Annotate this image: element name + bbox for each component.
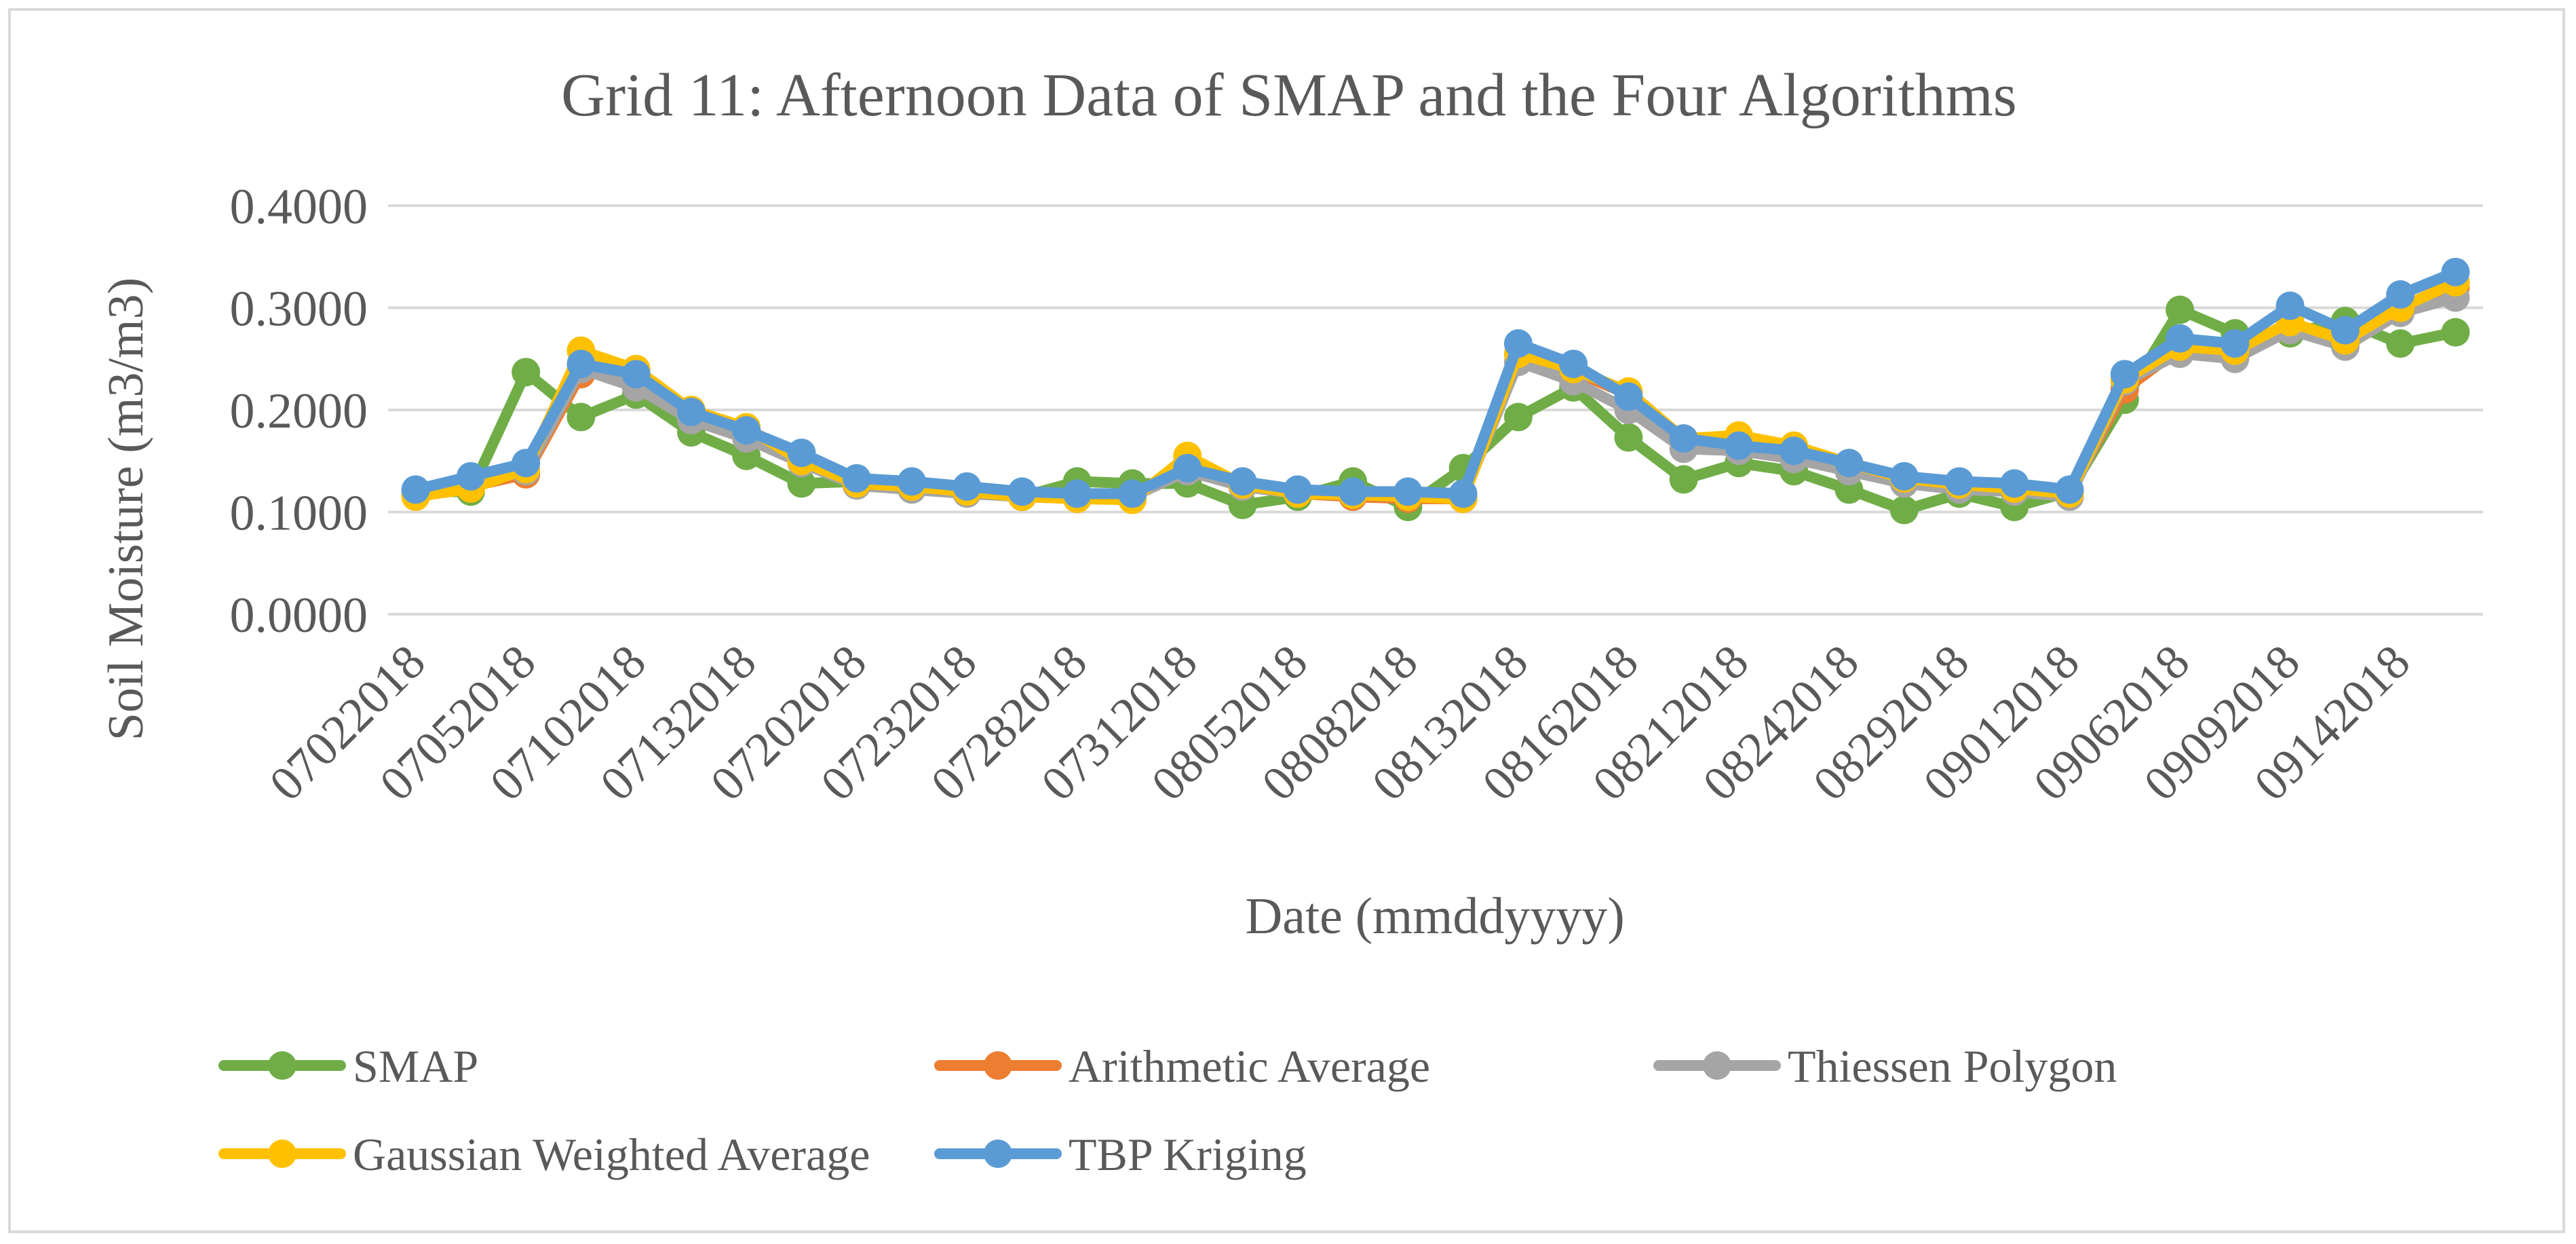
data-point-tbp-kriging <box>456 461 485 491</box>
series-thiessen-polygon <box>401 283 2470 511</box>
x-axis-ticks: 0702201807052018071020180713201807202018… <box>259 635 2421 811</box>
data-point-tbp-kriging <box>1062 479 1092 508</box>
data-point-tbp-kriging <box>2221 329 2250 358</box>
data-point-tbp-kriging <box>1393 477 1423 506</box>
data-point-tbp-kriging <box>566 350 596 379</box>
series-group <box>401 257 2470 525</box>
data-point-tbp-kriging <box>1118 479 1147 508</box>
legend-item-gaussian-weighted-average: Gaussian Weighted Average <box>218 1129 870 1180</box>
y-axis-label: Soil Moisture (m3/m3) <box>98 278 154 740</box>
data-point-tbp-kriging <box>1503 329 1533 358</box>
y-axis-ticks: 0.0000 0.1000 0.2000 0.3000 0.4000 <box>230 179 368 643</box>
data-point-tbp-kriging <box>953 472 982 501</box>
data-point-tbp-kriging <box>1228 467 1257 496</box>
series-tbp-kriging <box>401 257 2470 508</box>
data-point-tbp-kriging <box>1614 382 1643 411</box>
series-line-tbp-kriging <box>410 266 2461 500</box>
data-point-tbp-kriging <box>1559 350 1588 379</box>
data-point-tbp-kriging <box>401 475 430 504</box>
data-point-smap <box>1614 423 1643 452</box>
series-line-arithmetic-average <box>410 282 2461 504</box>
legend-item-smap: SMAP <box>218 1040 478 1092</box>
data-point-tbp-kriging <box>512 449 541 478</box>
legend-label: TBP Kriging <box>1069 1129 1307 1180</box>
y-tick-label: 0.0000 <box>230 588 368 643</box>
chart-frame <box>8 8 2565 1233</box>
data-point-tbp-kriging <box>1669 424 1698 453</box>
data-point-tbp-kriging <box>1339 477 1368 506</box>
data-point-smap <box>512 358 541 387</box>
legend-label: Arithmetic Average <box>1069 1040 1430 1092</box>
legend-marker <box>984 1139 1012 1168</box>
data-point-tbp-kriging <box>1448 479 1478 508</box>
data-point-tbp-kriging <box>2275 291 2305 320</box>
data-point-tbp-kriging <box>2441 257 2470 286</box>
data-point-smap <box>1669 465 1698 494</box>
data-point-tbp-kriging <box>1283 475 1312 504</box>
y-tick-label: 0.2000 <box>230 383 368 439</box>
data-point-smap <box>1889 495 1919 525</box>
data-point-smap <box>1503 402 1533 432</box>
data-point-smap <box>566 402 596 432</box>
data-point-tbp-kriging <box>2055 475 2084 504</box>
data-point-smap <box>787 469 816 498</box>
data-point-tbp-kriging <box>1173 453 1202 483</box>
data-point-tbp-kriging <box>1724 431 1753 460</box>
data-point-tbp-kriging <box>621 360 651 389</box>
y-tick-label: 0.1000 <box>230 486 368 542</box>
legend-item-arithmetic-average: Arithmetic Average <box>934 1040 1430 1092</box>
data-point-tbp-kriging <box>2000 469 2029 498</box>
data-point-tbp-kriging <box>1834 449 1864 478</box>
chart-title: Grid 11: Afternoon Data of SMAP and the … <box>561 62 2017 129</box>
data-point-tbp-kriging <box>2330 316 2360 345</box>
legend-label: Gaussian Weighted Average <box>353 1129 870 1180</box>
data-point-tbp-kriging <box>676 398 706 427</box>
series-gaussian-weighted-average <box>401 267 2470 514</box>
legend-marker <box>268 1051 296 1080</box>
grid-lines <box>388 204 2483 616</box>
data-point-smap <box>2166 295 2195 324</box>
series-line-thiessen-polygon <box>410 292 2461 502</box>
data-point-tbp-kriging <box>1889 461 1919 491</box>
legend: SMAP Arithmetic Average Thiessen Polygon Ga… <box>218 1040 2117 1180</box>
series-line-gaussian-weighted-average <box>410 276 2461 506</box>
data-point-tbp-kriging <box>2386 280 2415 309</box>
legend-label: Thiessen Polygon <box>1788 1040 2117 1092</box>
legend-item-tbp-kriging: TBP Kriging <box>934 1129 1307 1180</box>
legend-item-thiessen-polygon: Thiessen Polygon <box>1653 1040 2117 1092</box>
data-point-tbp-kriging <box>2166 324 2195 353</box>
legend-marker <box>984 1051 1012 1080</box>
legend-marker <box>1703 1051 1731 1080</box>
data-point-tbp-kriging <box>1007 477 1037 506</box>
data-point-tbp-kriging <box>842 464 871 493</box>
y-tick-label: 0.4000 <box>230 179 368 235</box>
y-tick-label: 0.3000 <box>230 282 368 337</box>
data-point-tbp-kriging <box>1945 467 1974 496</box>
data-point-tbp-kriging <box>1780 436 1809 466</box>
data-point-tbp-kriging <box>2110 360 2139 389</box>
legend-label: SMAP <box>353 1040 478 1092</box>
x-axis-label: Date (mmddyyyy) <box>1245 888 1624 945</box>
data-point-smap <box>2386 329 2415 358</box>
data-point-smap <box>2441 318 2470 347</box>
data-point-tbp-kriging <box>732 416 761 445</box>
data-point-tbp-kriging <box>787 438 816 468</box>
legend-marker <box>268 1139 296 1168</box>
data-point-tbp-kriging <box>898 467 926 496</box>
